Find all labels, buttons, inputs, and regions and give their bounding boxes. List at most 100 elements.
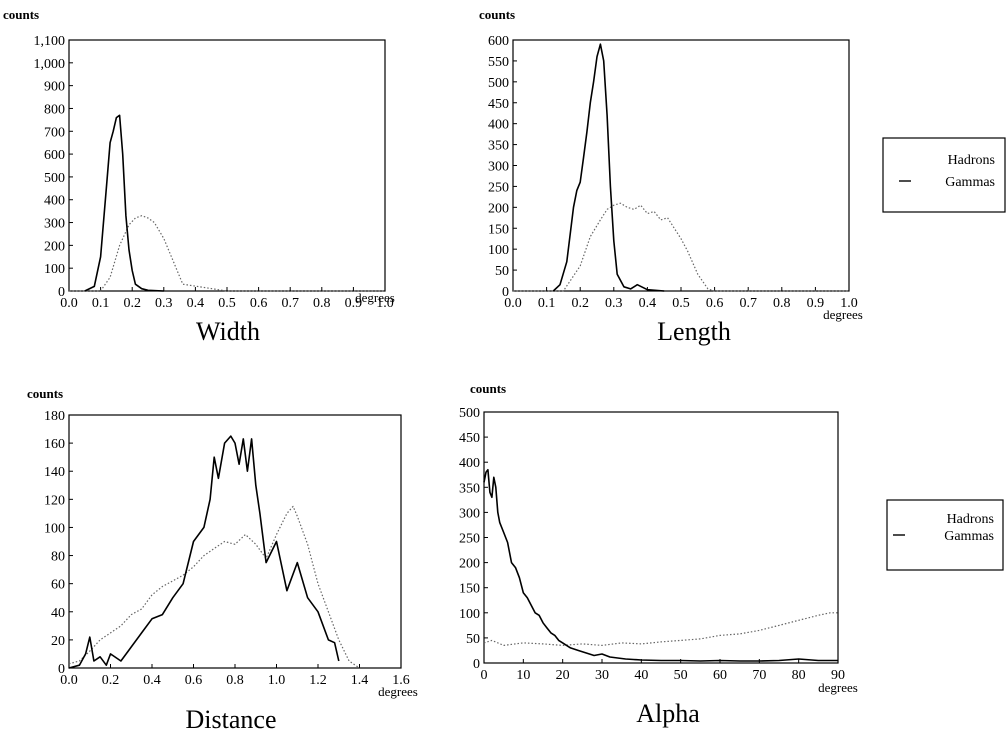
distance-ytick-label: 0 [58,662,65,677]
alpha-xtick-label: 40 [634,668,648,683]
length-xtick-label: 0.3 [605,296,623,311]
alpha-title: Alpha [636,699,700,728]
width-xtick-label: 1.0 [376,296,394,311]
length-ytick-label: 600 [488,34,509,49]
length-ytick-label: 400 [488,118,509,133]
distance-ytick-label: 100 [44,521,65,536]
alpha-xtick-label: 20 [556,668,570,683]
width-xtick-label: 0.0 [60,296,78,311]
length-xtick-label: 1.0 [840,296,858,311]
width-xtick-label: 0.6 [250,296,268,311]
alpha-ytick-label: 50 [466,632,480,647]
alpha-ytick-label: 350 [459,481,480,496]
length-ytick-label: 100 [488,243,509,258]
alpha-series-hadrons-line [483,612,838,647]
distance-ytick-label: 40 [51,606,65,621]
distance-series-gammas-line [68,435,340,669]
width-chart: 0 100 200 300 400 500 600 700 800 900 1,000 1,100 0.… [3,7,395,346]
alpha-xtick-label: 10 [516,668,530,683]
alpha-xtick-label: 80 [792,668,806,683]
alpha-ytick-label: 100 [459,607,480,622]
length-plot-frame [512,39,850,292]
width-ylabel: counts [3,7,39,22]
length-xtick-label: 0.4 [639,296,657,311]
distance-ytick-label: 60 [51,578,65,593]
distance-ytick-label: 140 [44,465,65,480]
width-xtick-label: 0.3 [155,296,173,311]
length-xtick-label: 0.9 [807,296,825,311]
length-xtick-label: 0.5 [672,296,690,311]
alpha-ytick-label: 400 [459,456,480,471]
legend-top-hadrons-label: Hadrons [948,153,995,168]
legend-top-box [882,137,1006,213]
distance-xtick-label: 1.6 [392,673,410,688]
legend-bottom-box [886,499,1004,571]
width-ytick-label: 100 [44,262,65,277]
distance-xtick-label: 0.6 [185,673,203,688]
legend-bottom-gammas-label: Gammas [944,529,994,544]
width-xtick-label: 0.2 [123,296,141,311]
alpha-xtick-label: 30 [595,668,609,683]
alpha-ytick-label: 200 [459,557,480,572]
length-xtick-label: 0.0 [504,296,522,311]
alpha-chart: 0 50 100 150 200 250 300 350 400 450 500 0 10 20 30 40 5… [459,381,858,728]
alpha-xtick-label: 90 [831,668,845,683]
alpha-ytick-label: 0 [473,657,480,672]
distance-ytick-label: 160 [44,437,65,452]
distance-ytick-label: 20 [51,634,65,649]
distance-xtick-label: 0.0 [60,673,78,688]
width-series-hadrons-line [69,215,385,292]
length-chart: 0 50 100 150 200 250 300 350 400 450 500 550 600 0.0 0… [479,7,863,346]
length-ylabel: counts [479,7,515,22]
length-xtick-label: 0.6 [706,296,724,311]
width-plot-frame [68,39,386,292]
distance-ylabel: counts [27,386,63,401]
distance-plot-frame [68,414,402,669]
alpha-series-gammas-line [483,468,838,662]
width-ytick-label: 500 [44,171,65,186]
width-xtick-label: 0.8 [313,296,331,311]
alpha-xtick-label: 60 [713,668,727,683]
width-xtick-label: 0.1 [92,296,110,311]
length-xtick-label: 0.1 [538,296,556,311]
length-ytick-label: 150 [488,222,509,237]
distance-xtick-label: 1.4 [351,673,369,688]
width-ytick-label: 300 [44,217,65,232]
alpha-ytick-label: 300 [459,506,480,521]
length-xlabel: degrees [823,307,863,322]
width-ytick-label: 900 [44,80,65,95]
length-ytick-label: 250 [488,180,509,195]
alpha-ytick-label: 150 [459,582,480,597]
width-ytick-label: 400 [44,194,65,209]
distance-ytick-label: 120 [44,493,65,508]
alpha-xlabel: degrees [818,680,858,695]
length-series-hadrons-line [513,202,849,292]
length-ytick-label: 500 [488,76,509,91]
distance-xtick-label: 1.2 [309,673,327,688]
alpha-xtick-label: 50 [674,668,688,683]
distance-ytick-label: 80 [51,550,65,565]
width-ytick-label: 200 [44,239,65,254]
length-title: Length [657,317,731,346]
legend-bottom: Hadrons Gammas [886,499,1004,571]
width-ytick-label: 600 [44,148,65,163]
alpha-xtick-label: 0 [481,668,488,683]
length-series-gammas-line [552,43,665,292]
alpha-xtick-label: 70 [752,668,766,683]
alpha-plot-frame [483,411,839,664]
width-xtick-label: 0.4 [187,296,205,311]
distance-chart: 0 20 40 60 80 100 120 140 160 180 0.0 0.2 0.4 0.6 0.8 1… [27,386,418,734]
width-xtick-label: 0.7 [281,296,299,311]
length-ytick-label: 200 [488,201,509,216]
distance-xlabel: degrees [378,684,418,699]
distance-series-hadrons-line [68,505,360,669]
width-ytick-label: 700 [44,125,65,140]
length-ytick-label: 0 [502,285,509,300]
width-xtick-label: 0.9 [345,296,363,311]
distance-xtick-label: 0.2 [102,673,120,688]
width-title: Width [196,317,260,346]
length-ytick-label: 350 [488,139,509,154]
legend-top: Hadrons Gammas [882,137,1006,213]
alpha-ytick-label: 450 [459,431,480,446]
